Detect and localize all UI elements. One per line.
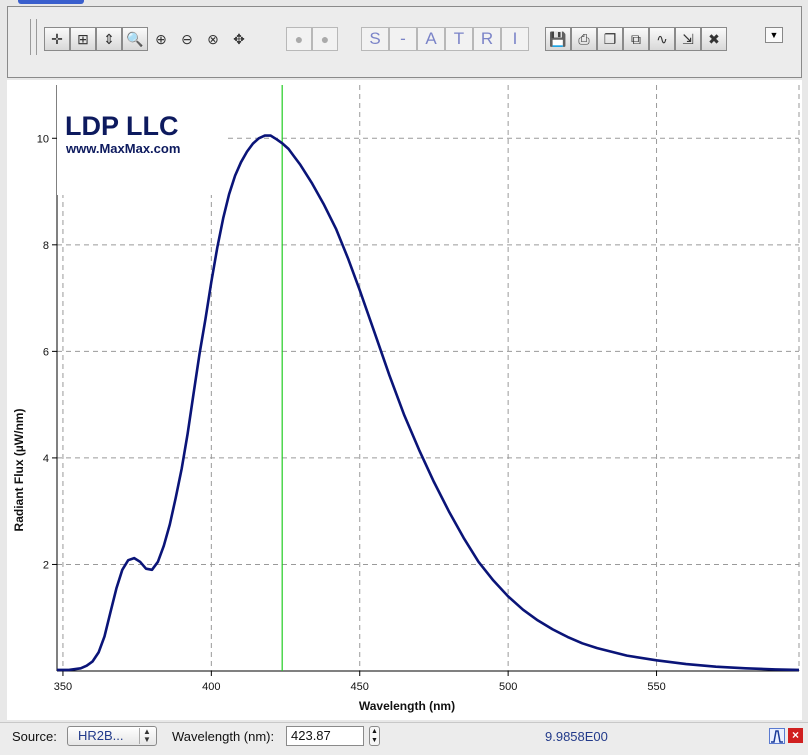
spectrum-chart[interactable]: 350 400 450 500 550 2 4 6 8 10 LDP LLC www.MaxMax… bbox=[7, 80, 802, 720]
zoom-vertical-button[interactable]: ⇕ bbox=[96, 27, 122, 51]
close-icon[interactable]: × bbox=[788, 728, 803, 743]
zoom-in-icon: ⊕ bbox=[155, 30, 167, 47]
pan-icon: ✥ bbox=[233, 30, 245, 47]
status-bar: Source: HR2B... ▲ ▼ Wavelength (nm): 423.… bbox=[0, 722, 808, 755]
zoom-out-button[interactable]: ⊖ bbox=[174, 27, 200, 51]
zoom-auto-button[interactable]: 🔍 bbox=[122, 27, 148, 51]
logo-title: LDP LLC bbox=[65, 111, 179, 141]
print-button[interactable]: ⎙ bbox=[571, 27, 597, 51]
y-tick-label: 2 bbox=[43, 559, 49, 571]
zoom-reset-button[interactable]: ⊗ bbox=[200, 27, 226, 51]
curve-button[interactable]: ∿ bbox=[649, 27, 675, 51]
bulb-light-icon: ● bbox=[320, 31, 330, 47]
source-select-arrows-icon: ▲ ▼ bbox=[139, 728, 154, 744]
mode-button-0[interactable]: S bbox=[361, 27, 389, 51]
y-axis-label: Radiant Flux (µW/nm) bbox=[12, 409, 26, 532]
duplicate-button[interactable]: ⧉ bbox=[623, 27, 649, 51]
y-tick-label: 10 bbox=[37, 133, 49, 145]
mode-button-2[interactable]: A bbox=[417, 27, 445, 51]
bulb-dark-button[interactable]: ● bbox=[286, 27, 312, 51]
crosshair-icon: ✛ bbox=[51, 30, 63, 47]
tick-labels: 350 400 450 500 550 2 4 6 8 10 bbox=[37, 133, 666, 693]
x-tick-label: 550 bbox=[647, 681, 665, 693]
toolbar-grip[interactable] bbox=[30, 19, 37, 55]
wavelength-stepper[interactable]: ▲ ▼ bbox=[369, 726, 380, 746]
zoom-vertical-icon: ⇕ bbox=[103, 30, 115, 47]
bulb-dark-icon: ● bbox=[294, 31, 304, 47]
curve-icon: ∿ bbox=[656, 30, 668, 47]
export-icon: ⇲ bbox=[682, 30, 694, 47]
mode-button-5[interactable]: I bbox=[501, 27, 529, 51]
bulb-light-button[interactable]: ● bbox=[312, 27, 338, 51]
wavelength-label: Wavelength (nm): bbox=[172, 729, 275, 744]
zoom-reset-icon: ⊗ bbox=[207, 30, 219, 47]
pan-button[interactable]: ✥ bbox=[226, 27, 252, 51]
x-tick-label: 350 bbox=[54, 681, 72, 693]
y-tick-label: 8 bbox=[43, 240, 49, 252]
save-icon: 💾 bbox=[549, 30, 567, 47]
y-tick-label: 6 bbox=[43, 346, 49, 358]
logo-url: www.MaxMax.com bbox=[65, 141, 180, 156]
top-tab-indicator bbox=[18, 0, 84, 4]
toolbar-menu-dropdown[interactable]: ▼ bbox=[765, 27, 783, 43]
zoom-fit-icon: ⊞ bbox=[77, 30, 89, 47]
plot-area[interactable]: 350 400 450 500 550 2 4 6 8 10 LDP LLC www.MaxMax… bbox=[7, 80, 802, 720]
x-tick-label: 500 bbox=[499, 681, 517, 693]
copy-button[interactable]: ❐ bbox=[597, 27, 623, 51]
x-tick-label: 450 bbox=[351, 681, 369, 693]
file-tool-group: 💾 ⎙ ❐ ⧉ ∿ ⇲ ✖ bbox=[545, 26, 727, 52]
print-icon: ⎙ bbox=[578, 30, 590, 47]
bulb-tool-group: ● ● bbox=[286, 26, 338, 52]
grid-lines bbox=[57, 85, 800, 671]
wavelength-input[interactable]: 423.87 bbox=[286, 726, 364, 746]
delete-button[interactable]: ✖ bbox=[701, 27, 727, 51]
delete-icon: ✖ bbox=[708, 30, 720, 47]
crosshair-button[interactable]: ✛ bbox=[44, 27, 70, 51]
source-label: Source: bbox=[12, 729, 57, 744]
zoom-auto-icon: 🔍 bbox=[126, 30, 144, 47]
flux-readout: 9.9858E00 bbox=[545, 729, 608, 744]
y-tick-label: 4 bbox=[43, 453, 49, 465]
x-tick-label: 400 bbox=[202, 681, 220, 693]
export-button[interactable]: ⇲ bbox=[675, 27, 701, 51]
mode-button-1[interactable]: - bbox=[389, 27, 417, 51]
mode-button-4[interactable]: R bbox=[473, 27, 501, 51]
source-value: HR2B... bbox=[78, 728, 124, 743]
save-button[interactable]: 💾 bbox=[545, 27, 571, 51]
x-axis-label: Wavelength (nm) bbox=[359, 699, 455, 713]
source-select[interactable]: HR2B... ▲ ▼ bbox=[67, 726, 157, 746]
copy-icon: ❐ bbox=[603, 30, 617, 47]
duplicate-icon: ⧉ bbox=[631, 30, 641, 47]
mode-button-3[interactable]: T bbox=[445, 27, 473, 51]
zoom-tool-group: ✛ ⊞ ⇕ 🔍 ⊕ ⊖ ⊗ ✥ bbox=[44, 26, 252, 52]
zoom-out-icon: ⊖ bbox=[181, 30, 193, 47]
spectrum-series-line bbox=[57, 134, 800, 672]
peak-view-icon[interactable] bbox=[769, 728, 785, 744]
zoom-fit-button[interactable]: ⊞ bbox=[70, 27, 96, 51]
zoom-in-button[interactable]: ⊕ bbox=[148, 27, 174, 51]
chevron-down-icon: ▼ bbox=[769, 30, 779, 40]
logo-background bbox=[57, 85, 227, 195]
